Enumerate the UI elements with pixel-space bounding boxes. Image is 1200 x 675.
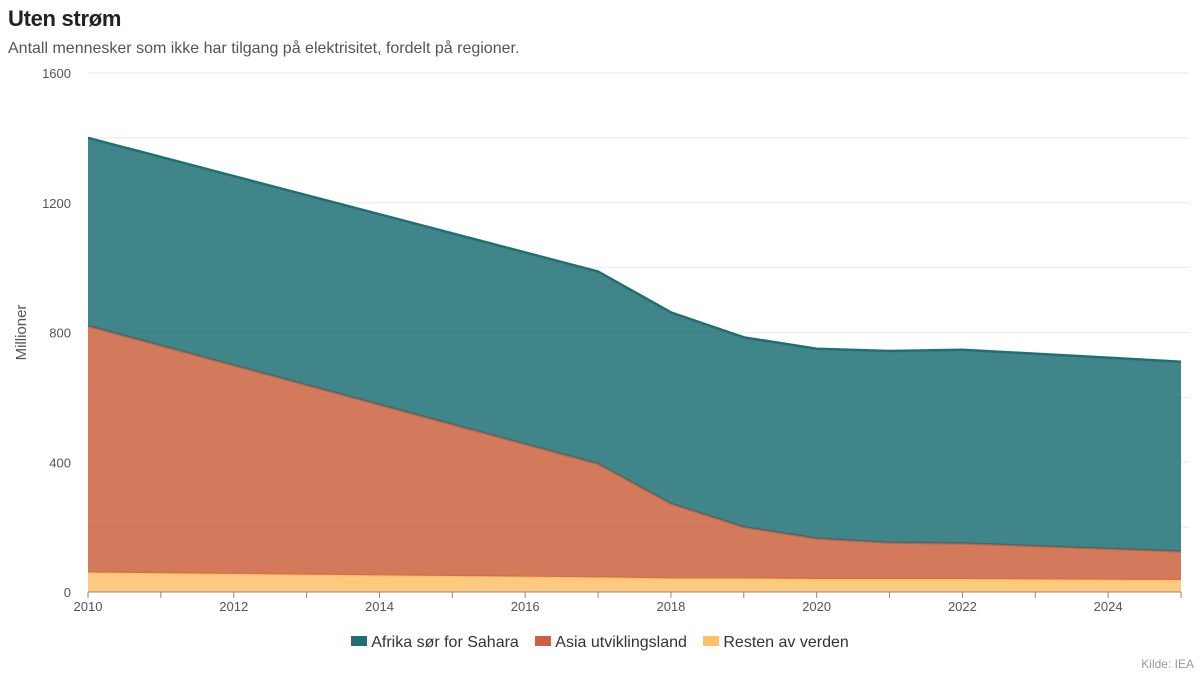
legend-item-asia[interactable]: Asia utviklingsland [535, 634, 687, 652]
x-tick-label: 2020 [802, 599, 831, 614]
legend-swatch-asia [535, 636, 552, 646]
legend-label-asia: Asia utviklingsland [555, 634, 687, 651]
legend-label-rest: Resten av verden [723, 634, 849, 651]
y-tick-label: 400 [49, 455, 71, 470]
legend-label-africa: Afrika sør for Sahara [371, 634, 519, 651]
axes: 0 400 800 1200 1600 Millioner 2010 2012 2014 2016… [13, 66, 1182, 614]
line-afrika-sør-for-sahara [87, 136, 1182, 363]
legend-item-africa[interactable]: Afrika sør for Sahara [351, 634, 519, 652]
chart-subtitle: Antall mennesker som ikke har tilgang på… [8, 40, 520, 57]
area-resten-av-verden [88, 572, 1181, 592]
legend-swatch-rest [703, 636, 720, 646]
chart-title: Uten strøm [8, 6, 122, 31]
x-tick-label: 2012 [219, 599, 248, 614]
y-tick-label: 1200 [42, 196, 71, 211]
x-tick-label: 2018 [656, 599, 685, 614]
legend-item-rest[interactable]: Resten av verden [703, 634, 849, 652]
area-afrika-sør-for-sahara [88, 137, 1181, 552]
x-tick-label: 2010 [74, 599, 103, 614]
x-tick-label: 2016 [511, 599, 540, 614]
legend: Afrika sør for Sahara Asia utviklingslan… [0, 634, 1200, 652]
y-tick-label: 1600 [42, 66, 71, 81]
legend-swatch-africa [351, 636, 368, 646]
area-layer [87, 136, 1182, 592]
area-asia-utviklingsland [88, 326, 1181, 580]
source-note: Kilde: IEA [1141, 657, 1194, 671]
y-axis-label: Millioner [13, 305, 30, 361]
y-tick-label: 800 [49, 326, 71, 341]
y-tick-label: 0 [64, 585, 71, 600]
x-tick-label: 2024 [1094, 599, 1123, 614]
x-tick-label: 2014 [365, 599, 394, 614]
x-tick-label: 2022 [948, 599, 977, 614]
